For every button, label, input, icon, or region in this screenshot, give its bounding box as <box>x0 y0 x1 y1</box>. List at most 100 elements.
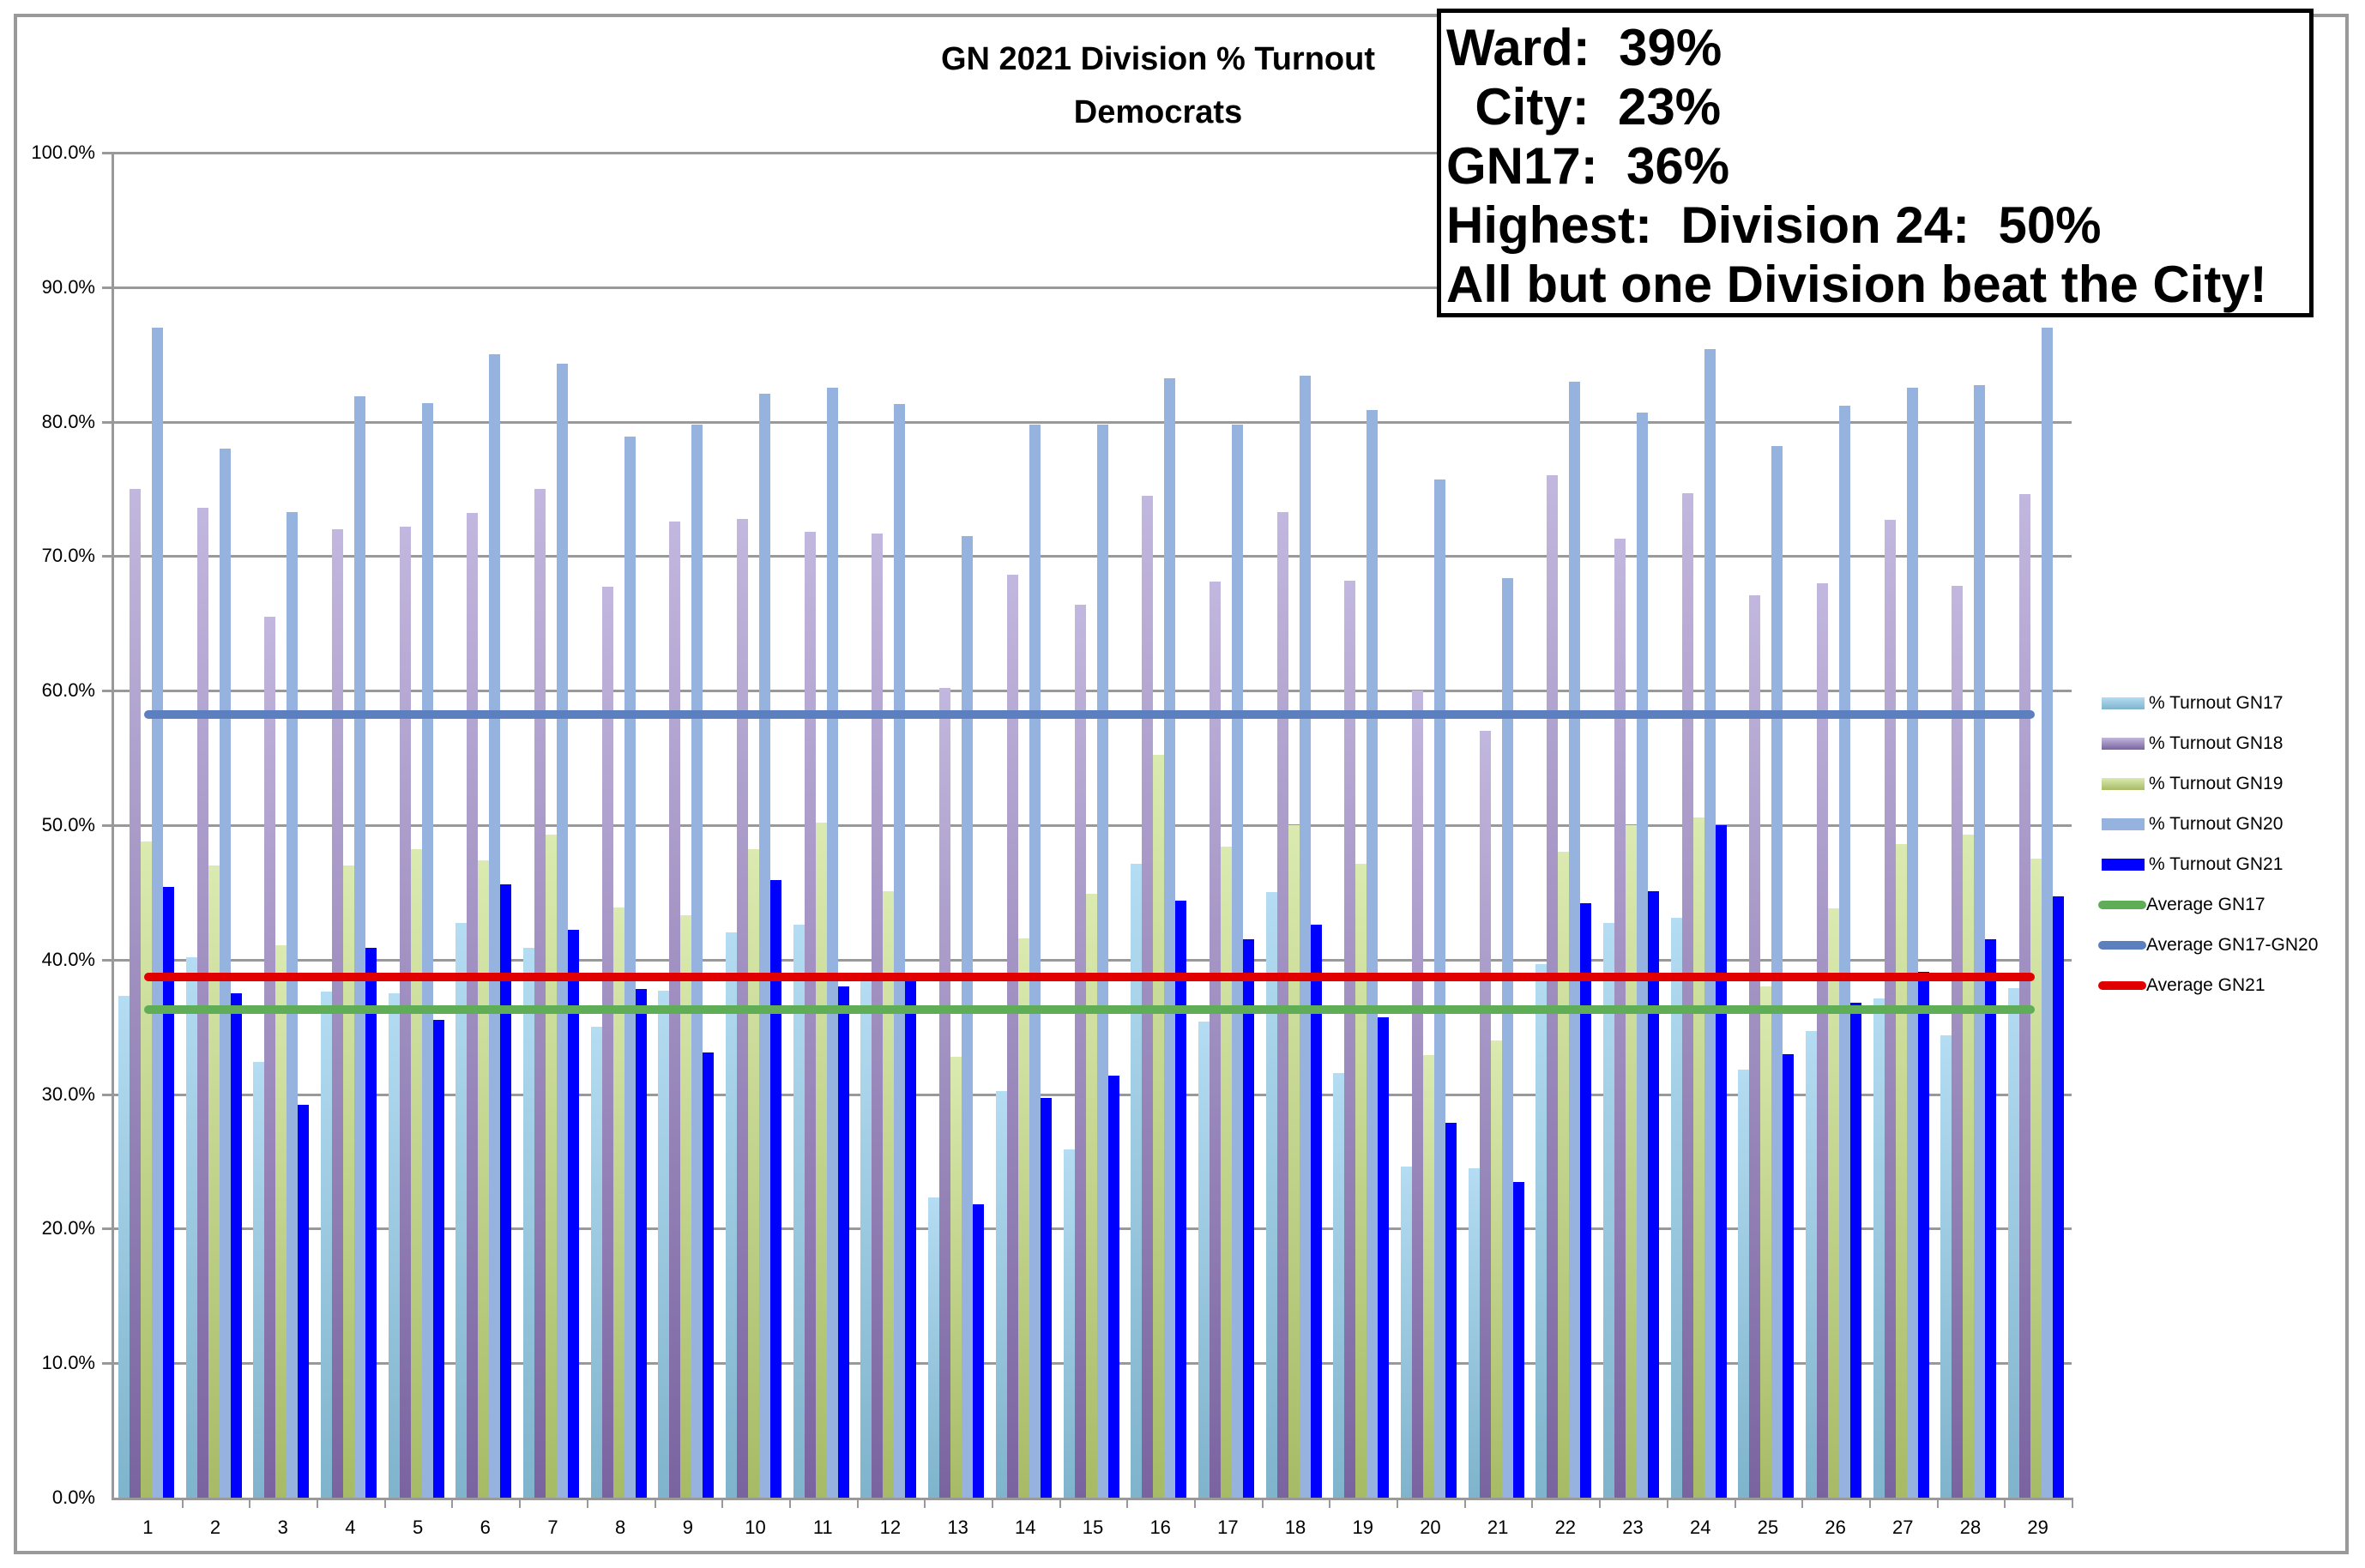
bar--turnout-gn20 <box>1029 424 1041 1498</box>
bar--turnout-gn17 <box>1873 998 1885 1498</box>
bar--turnout-gn20 <box>2042 327 2054 1498</box>
bar--turnout-gn17 <box>253 1061 265 1498</box>
y-tick-label: 100.0% <box>31 142 95 163</box>
x-tick <box>1261 1498 1264 1508</box>
bar--turnout-gn17 <box>590 1027 602 1498</box>
bar--turnout-gn18 <box>1952 585 1964 1498</box>
x-tick-label: 5 <box>412 1517 424 1538</box>
y-tick-label: 50.0% <box>41 814 95 835</box>
x-tick-label: 23 <box>1622 1517 1644 1538</box>
bar--turnout-gn21 <box>298 1105 310 1498</box>
bar--turnout-gn17 <box>1063 1149 1075 1498</box>
bar--turnout-gn17 <box>1603 923 1615 1498</box>
x-tick <box>1868 1498 1871 1508</box>
bar--turnout-gn21 <box>432 1020 444 1498</box>
bar--turnout-gn19 <box>1355 864 1367 1498</box>
bar--turnout-gn19 <box>748 849 760 1498</box>
plot-area: 0.0% 10.0% 20.0% 30.0% 40.0% 50.0% 60.0% 70.0% 8… <box>31 142 2073 1538</box>
bar--turnout-gn20 <box>759 393 771 1498</box>
x-tick-label: 17 <box>1217 1517 1239 1538</box>
x-tick <box>1126 1498 1129 1508</box>
bar--turnout-gn19 <box>1288 825 1300 1498</box>
chart-title-main: GN 2021 Division % Turnout <box>940 41 1376 77</box>
bar--turnout-gn20 <box>962 535 974 1498</box>
average-line <box>144 1004 2035 1014</box>
bar--turnout-gn19 <box>1220 847 1232 1498</box>
x-tick <box>654 1498 656 1508</box>
bar--turnout-gn17 <box>320 992 332 1498</box>
x-tick-label: 29 <box>2027 1517 2048 1538</box>
bar--turnout-gn20 <box>1299 376 1311 1498</box>
bar--turnout-gn17 <box>1670 918 1682 1498</box>
bar--turnout-gn20 <box>1164 378 1176 1498</box>
bar--turnout-gn20 <box>826 388 838 1498</box>
bar--turnout-gn20 <box>1637 412 1649 1498</box>
x-tick <box>383 1498 386 1508</box>
bar--turnout-gn19 <box>1490 1040 1502 1498</box>
bar--turnout-gn19 <box>1558 852 1570 1498</box>
bar--turnout-gn18 <box>1209 582 1221 1498</box>
bar--turnout-gn20 <box>556 364 568 1498</box>
bar--turnout-gn20 <box>1231 424 1243 1498</box>
chart-subtitle: Democrats <box>1073 94 1243 130</box>
bar--turnout-gn20 <box>353 395 365 1498</box>
x-tick <box>721 1498 724 1508</box>
bar--turnout-gn20 <box>151 327 163 1498</box>
bar--turnout-gn21 <box>1648 890 1660 1498</box>
bar--turnout-gn21 <box>1850 1002 1862 1498</box>
bar--turnout-gn19 <box>1153 755 1165 1498</box>
bar--turnout-gn19 <box>275 944 287 1498</box>
bar--turnout-gn21 <box>1107 1075 1119 1498</box>
bar--turnout-gn18 <box>1142 495 1154 1498</box>
legend-label: % Turnout GN21 <box>2149 854 2284 874</box>
gridline <box>102 286 2072 289</box>
average-line <box>144 973 2035 982</box>
summary-callout: Ward: 39% City: 23% GN17: 36% Highest: D… <box>1437 9 2314 317</box>
x-tick-label: 6 <box>480 1517 491 1538</box>
chart-title: GN 2021 Division % Turnout Democrats <box>858 33 1458 139</box>
bar--turnout-gn18 <box>129 489 141 1498</box>
bar--turnout-gn17 <box>2008 987 2020 1498</box>
bar--turnout-gn20 <box>894 404 906 1498</box>
bar--turnout-gn17 <box>1535 963 1548 1498</box>
y-tick-label: 30.0% <box>41 1083 95 1105</box>
bar--turnout-gn18 <box>1817 582 1829 1498</box>
bar--turnout-gn19 <box>950 1056 962 1498</box>
bar--turnout-gn21 <box>703 1052 715 1498</box>
bar--turnout-gn17 <box>522 947 534 1498</box>
x-tick-label: 21 <box>1487 1517 1509 1538</box>
x-tick-label: 19 <box>1352 1517 1373 1538</box>
bar--turnout-gn19 <box>1422 1055 1434 1498</box>
gridline <box>102 824 2072 827</box>
bar--turnout-gn21 <box>1040 1098 1052 1498</box>
bar--turnout-gn19 <box>140 841 152 1498</box>
x-tick-label: 16 <box>1149 1517 1171 1538</box>
x-tick <box>1734 1498 1736 1508</box>
y-tick-label: 20.0% <box>41 1217 95 1239</box>
legend-label: % Turnout GN17 <box>2149 693 2284 713</box>
bar--turnout-gn17 <box>388 993 400 1498</box>
bar--turnout-gn17 <box>1738 1070 1750 1498</box>
bar--turnout-gn20 <box>1433 479 1445 1498</box>
bar--turnout-gn21 <box>905 978 917 1498</box>
bar--turnout-gn19 <box>1017 938 1029 1498</box>
bar--turnout-gn17 <box>1265 892 1277 1498</box>
legend-line-icon <box>2098 901 2146 909</box>
gridline <box>102 690 2072 693</box>
x-tick <box>1329 1498 1331 1508</box>
bar--turnout-gn17 <box>1940 1034 1952 1498</box>
bar--turnout-gn20 <box>1906 388 1918 1498</box>
bar--turnout-gn19 <box>410 849 422 1498</box>
gridline <box>102 152 2072 154</box>
x-tick <box>1936 1498 1939 1508</box>
bar--turnout-gn17 <box>860 980 872 1498</box>
x-tick <box>249 1498 251 1508</box>
bar--turnout-gn18 <box>601 587 613 1498</box>
bar--turnout-gn20 <box>1839 405 1851 1498</box>
bar--turnout-gn19 <box>478 859 490 1498</box>
callout-highest: Highest: Division 24: 50% <box>1446 196 2102 254</box>
bar--turnout-gn19 <box>1085 893 1097 1498</box>
x-tick-label: 22 <box>1554 1517 1577 1538</box>
bar--turnout-gn19 <box>680 915 692 1498</box>
legend-item: % Turnout GN17 <box>2102 686 2283 721</box>
